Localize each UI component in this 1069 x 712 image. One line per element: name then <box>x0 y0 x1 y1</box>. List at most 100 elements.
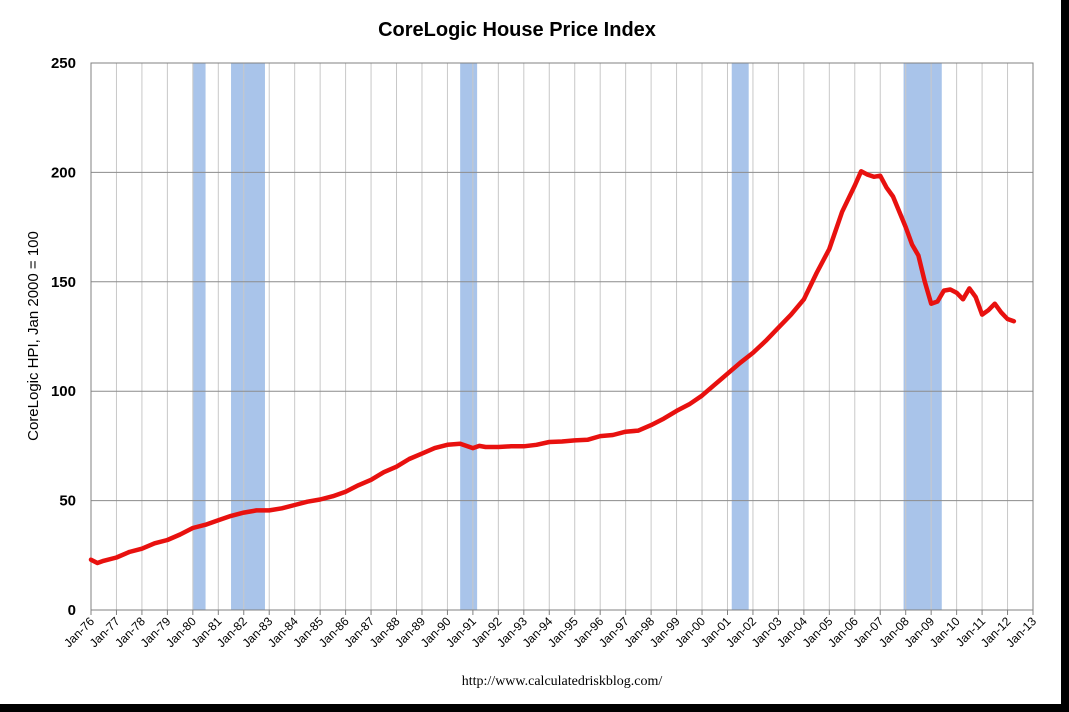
series-layer <box>88 169 1017 566</box>
data-point <box>1006 318 1009 320</box>
data-point <box>828 248 830 250</box>
y-tick-label: 0 <box>68 602 76 619</box>
data-point <box>319 498 321 501</box>
data-point <box>714 384 716 386</box>
y-axis-label: CoreLogic HPI, Jan 2000 = 100 <box>25 231 42 441</box>
y-tick-label: 100 <box>51 383 76 400</box>
data-point <box>625 431 627 433</box>
data-point <box>752 352 754 354</box>
series-line-1 <box>88 169 1017 566</box>
data-point <box>574 439 576 441</box>
y-tick-label: 250 <box>51 55 76 72</box>
data-point <box>459 443 461 445</box>
data-point <box>141 548 143 550</box>
data-point <box>739 362 741 364</box>
data-point <box>841 211 843 213</box>
data-point <box>472 447 474 449</box>
data-point <box>777 327 780 329</box>
data-point <box>936 300 939 303</box>
data-point <box>968 287 971 289</box>
data-point <box>873 176 875 178</box>
data-point <box>510 445 512 447</box>
data-point <box>243 511 245 514</box>
data-point <box>408 458 410 460</box>
data-point <box>994 303 996 305</box>
y-axis-ticks: 0 50 100 150 200 250 <box>51 55 76 619</box>
data-point <box>879 175 881 177</box>
data-point <box>96 562 98 564</box>
data-point <box>949 288 951 291</box>
data-point <box>987 309 990 311</box>
data-point <box>1013 320 1015 322</box>
data-point <box>688 403 690 405</box>
data-point <box>956 292 958 294</box>
chart-title: CoreLogic House Price Index <box>378 19 656 41</box>
data-point <box>128 551 130 553</box>
data-point <box>599 435 601 437</box>
data-point <box>790 314 792 316</box>
data-point <box>115 556 118 559</box>
data-point <box>548 441 550 443</box>
data-point <box>866 174 869 176</box>
data-point <box>943 290 945 292</box>
x-axis-ticks: Jan-76Jan-77Jan-78Jan-79Jan-80Jan-81Jan-… <box>61 610 1039 650</box>
recession-band-5 <box>903 63 942 610</box>
data-point <box>981 314 983 316</box>
recession-band-4 <box>731 63 749 610</box>
data-point <box>612 434 614 436</box>
data-point <box>395 466 398 468</box>
data-point <box>726 373 729 375</box>
data-point <box>701 395 703 397</box>
data-point <box>854 184 856 187</box>
y-tick-label: 150 <box>51 274 76 291</box>
data-point <box>892 195 894 198</box>
data-point <box>497 446 499 448</box>
data-point <box>103 560 105 562</box>
data-point <box>154 542 156 544</box>
data-point <box>924 281 926 283</box>
data-point <box>586 439 589 441</box>
data-point <box>434 447 436 449</box>
data-point <box>383 471 385 473</box>
data-point <box>217 519 219 521</box>
recession-band-1 <box>192 63 206 610</box>
plot-area <box>90 62 1034 611</box>
data-point <box>357 484 359 486</box>
data-point <box>523 445 525 447</box>
data-point <box>860 170 862 172</box>
data-point <box>905 226 907 228</box>
y-tick-label: 200 <box>51 164 76 181</box>
data-point <box>192 527 194 529</box>
data-point <box>230 515 232 517</box>
data-point <box>332 495 334 497</box>
data-point <box>561 440 563 443</box>
data-point <box>255 509 258 511</box>
data-point <box>917 254 920 257</box>
source-url: http://www.calculatedriskblog.com/ <box>462 674 663 689</box>
data-point <box>962 298 964 300</box>
data-point <box>803 298 805 300</box>
data-point <box>268 509 270 511</box>
data-point <box>205 524 207 526</box>
data-point <box>886 187 888 189</box>
data-point <box>911 244 913 246</box>
data-point <box>179 533 181 536</box>
data-point <box>975 296 977 298</box>
data-point <box>650 424 652 426</box>
data-point <box>90 559 92 561</box>
data-point <box>663 418 665 420</box>
data-point <box>485 446 487 448</box>
data-point <box>1000 311 1002 313</box>
data-point <box>281 507 283 509</box>
data-point <box>345 491 347 493</box>
data-point <box>446 444 448 446</box>
data-point <box>676 410 678 412</box>
data-point <box>637 430 640 432</box>
data-point <box>166 539 168 541</box>
recession-band-2 <box>231 63 265 610</box>
data-point <box>816 272 818 274</box>
recession-band-3 <box>460 63 478 610</box>
data-point <box>535 444 538 446</box>
